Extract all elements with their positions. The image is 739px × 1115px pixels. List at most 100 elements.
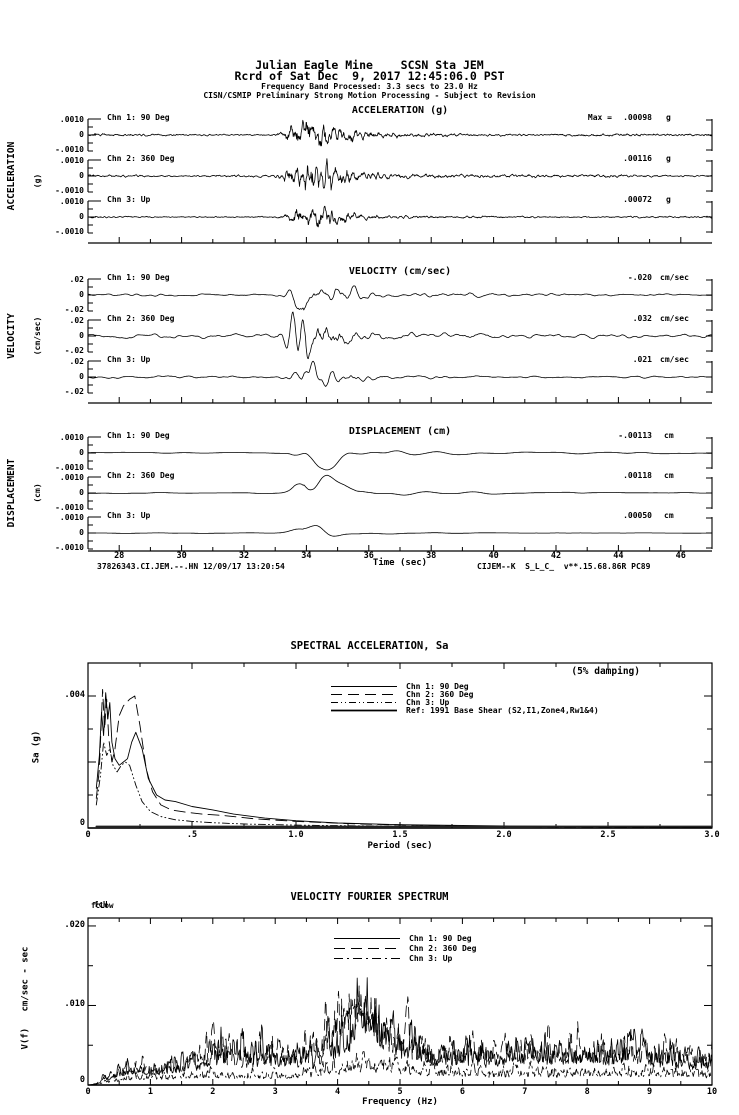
sa-x-tick-label: 1.0 <box>288 830 304 840</box>
fourier-plot-title: VELOCITY FOURIER SPECTRUM <box>290 891 449 903</box>
record-datetime: Rcrd of Sat Dec 9, 2017 12:45:06.0 PST <box>234 69 505 83</box>
fourier-x-tick-label: 5 <box>397 1087 403 1097</box>
time-tick-label: 30 <box>176 551 187 561</box>
legend-item: Chn 3: Up <box>333 953 476 963</box>
fourier-y-tick-label: .010 <box>64 999 85 1009</box>
max-value: .00116 <box>623 154 652 163</box>
max-value: .032 <box>632 314 652 323</box>
legend-line-sample <box>331 685 397 687</box>
fc-high-marker-label: fcH <box>94 900 108 909</box>
channel-label: Chn 1: 90 Deg <box>107 113 170 122</box>
max-value: .00072 <box>623 195 652 204</box>
sa-plot-title: SPECTRAL ACCELERATION, Sa <box>290 640 449 652</box>
scale-label: -.0010 <box>55 227 84 236</box>
legend-item: Chn 3: Up <box>330 698 599 707</box>
legend-label: Ref: 1991 Base Shear (S2,I1,Zone4,Rw1&4) <box>406 705 599 715</box>
scale-label: .0010 <box>59 473 84 482</box>
sa-legend: Chn 1: 90 Deg Chn 2: 360 Deg Chn 3: Up R… <box>330 681 599 715</box>
legend-label: Chn 1: 90 Deg <box>409 933 472 943</box>
station-title: Julian Eagle Mine SCSN Sta JEM <box>255 58 484 72</box>
frequency-band-note: Frequency Band Processed: 3.3 secs to 23… <box>261 82 478 91</box>
fourier-x-tick-label: 1 <box>147 1087 153 1097</box>
legend-item: Chn 1: 90 Deg <box>330 681 599 691</box>
legend-line-sample <box>331 709 397 711</box>
scale-label: -.02 <box>64 305 84 314</box>
displacement-side-label: DISPLACEMENT <box>6 458 18 528</box>
scale-label: .02 <box>69 357 84 366</box>
scale-label: -.0010 <box>55 463 84 472</box>
acceleration-side-label: ACCELERATION <box>6 141 18 211</box>
legend-label: Chn 2: 360 Deg <box>406 689 474 699</box>
scale-label: .0010 <box>59 513 84 522</box>
sa-x-tick-label: 3.0 <box>704 830 720 840</box>
max-value: .00118 <box>623 471 652 480</box>
scale-label: -.0010 <box>55 186 84 195</box>
max-unit: cm/sec <box>660 355 689 364</box>
scale-label: 0 <box>79 488 84 497</box>
scale-label: 0 <box>79 212 84 221</box>
scale-label: 0 <box>79 171 84 180</box>
sa-y-tick-label: .004 <box>64 690 85 700</box>
legend-item: Chn 1: 90 Deg <box>333 933 476 943</box>
max-unit: cm <box>664 431 674 440</box>
legend-line-sample <box>331 693 397 695</box>
scale-label: -.02 <box>64 387 84 396</box>
max-unit: g <box>666 154 671 163</box>
time-tick-label: 36 <box>363 551 374 561</box>
time-tick-label: 46 <box>675 551 686 561</box>
legend-label: Chn 1: 90 Deg <box>406 681 469 691</box>
sa-xlabel: Period (sec) <box>367 841 433 851</box>
legend-label: Chn 2: 360 Deg <box>409 943 477 953</box>
time-tick-label: 42 <box>550 551 562 561</box>
time-axis-label: Time (sec) <box>372 558 428 568</box>
legend-line-sample <box>331 701 397 703</box>
max-prefix: Max = <box>587 113 612 122</box>
channel-label: Chn 1: 90 Deg <box>107 431 170 440</box>
scale-label: .0010 <box>59 433 84 442</box>
max-value: .00098 <box>623 113 652 122</box>
legend-item: Chn 2: 360 Deg <box>330 689 599 699</box>
legend-item: Chn 2: 360 Deg <box>333 943 476 953</box>
damping-note: (5% damping) <box>571 666 640 677</box>
time-tick-label: 40 <box>488 551 499 561</box>
sa-x-tick-label: 2.0 <box>496 830 512 840</box>
velocity-side-label: VELOCITY <box>6 313 18 359</box>
fourier-ylabel: V(f) cm/sec - sec <box>20 946 31 1050</box>
max-unit: cm <box>664 511 674 520</box>
scale-label: .0010 <box>59 197 84 206</box>
sa-x-tick-label: 2.5 <box>600 830 616 840</box>
scale-label: -.02 <box>64 346 84 355</box>
fourier-x-tick-label: 6 <box>459 1087 465 1097</box>
channel-label: Chn 3: Up <box>107 511 151 520</box>
scale-label: .02 <box>69 316 84 325</box>
record-id-footer: 37826343.CI.JEM.--.HN 12/09/17 13:20:54 <box>97 562 285 571</box>
channel-label: Chn 3: Up <box>107 355 151 364</box>
fourier-legend: Chn 1: 90 Deg Chn 2: 360 Deg Chn 3: Up <box>333 933 476 963</box>
legend-line-sample <box>334 947 400 949</box>
channel-label: Chn 3: Up <box>107 195 151 204</box>
time-tick-label: 28 <box>114 551 125 561</box>
scale-label: .0010 <box>59 115 84 124</box>
max-value: .00050 <box>623 511 652 520</box>
max-unit: g <box>666 113 671 122</box>
scale-label: 0 <box>79 448 84 457</box>
scale-label: -.0010 <box>55 503 84 512</box>
max-unit: cm/sec <box>660 273 689 282</box>
time-tick-label: 38 <box>426 551 437 561</box>
sa-y-tick-label: 0 <box>79 818 85 828</box>
scale-label: -.0010 <box>55 145 84 154</box>
velocity-panel-title: VELOCITY (cm/sec) <box>348 266 452 277</box>
fourier-x-tick-label: 3 <box>272 1087 278 1097</box>
processing-code-footer: CIJEM--K S_L_C_ v**.15.68.86R PC89 <box>477 562 651 571</box>
fourier-x-tick-label: 4 <box>335 1087 341 1097</box>
fourier-y-tick-label: .020 <box>64 920 85 930</box>
legend-line-sample <box>334 937 400 939</box>
time-tick-label: 32 <box>238 551 250 561</box>
legend-label: Chn 3: Up <box>409 953 453 963</box>
scale-label: 0 <box>79 331 84 340</box>
fourier-xlabel: Frequency (Hz) <box>362 1097 438 1107</box>
scale-label: .02 <box>69 275 84 284</box>
max-unit: cm <box>664 471 674 480</box>
